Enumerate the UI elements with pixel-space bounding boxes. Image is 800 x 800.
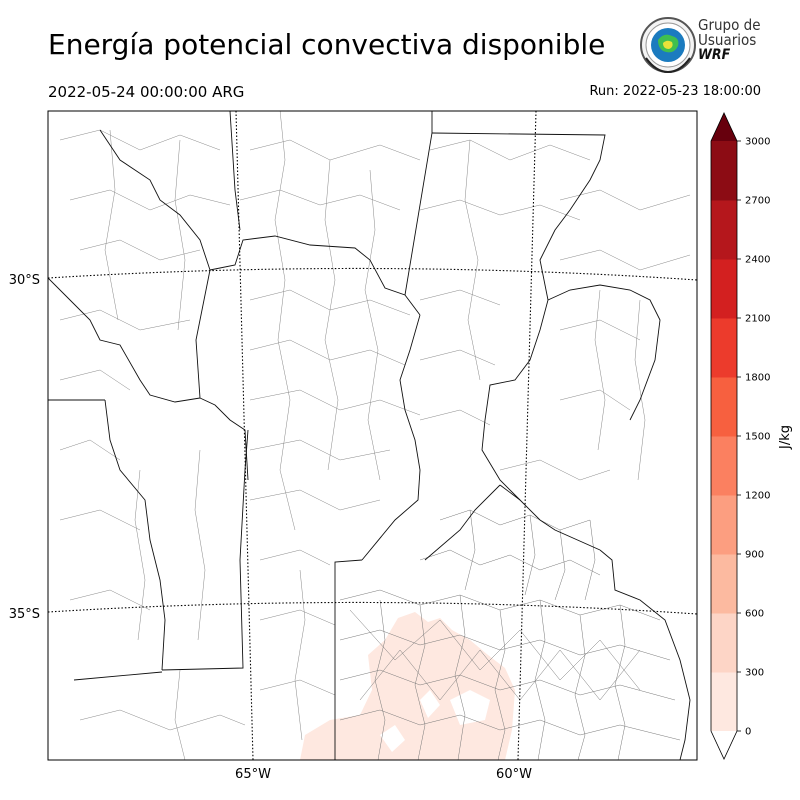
logo-line2: Usuarios	[698, 31, 757, 49]
colorbar: 0 300 600 900 1200 1500 1800 2100 2400 2700 3000	[710, 112, 770, 760]
colorbar-bin-2	[711, 554, 737, 614]
colorbar-bin-5	[711, 377, 737, 437]
colorbar-tick-label: 2700	[745, 196, 770, 207]
colorbar-tick-label: 2100	[745, 314, 770, 325]
colorbar-tick-label: 1200	[745, 491, 770, 502]
colorbar-bin-8	[711, 200, 737, 260]
map-frame	[47, 110, 698, 761]
lat-label-30s: 30°S	[9, 273, 40, 288]
valid-time: 2022-05-24 00:00:00 ARG	[48, 83, 245, 101]
lon-label-65w: 65°W	[235, 767, 271, 782]
colorbar-bin-0	[711, 672, 737, 732]
colorbar-tick-label: 3000	[745, 137, 770, 148]
colorbar-tick-label: 0	[745, 727, 751, 738]
wrf-group-logo: Grupo de Usuarios WRF	[636, 14, 762, 76]
lon-label-60w: 60°W	[496, 767, 532, 782]
colorbar-bin-4	[711, 436, 737, 496]
colorbar-extend-under	[711, 731, 737, 759]
buenos-aires-partidos	[339, 509, 681, 760]
globe-seal-icon	[640, 17, 696, 74]
colorbar-bin-7	[711, 259, 737, 319]
logo-line3: WRF	[698, 47, 731, 63]
colorbar-tick-label: 600	[745, 609, 764, 620]
colorbar-bin-9	[711, 141, 737, 201]
colorbar-tick-label: 1500	[745, 432, 770, 443]
run-time: Run: 2022-05-23 18:00:00	[589, 84, 761, 99]
colorbar-extend-over	[711, 113, 737, 141]
lat-label-35s: 35°S	[9, 607, 40, 622]
colorbar-bin-1	[711, 613, 737, 673]
colorbar-bin-6	[711, 318, 737, 378]
logo-line1: Grupo de	[698, 16, 761, 34]
colorbar-units-label: J/kg	[778, 425, 793, 450]
cape-field-gaps	[380, 690, 490, 752]
province-boundaries	[48, 111, 691, 760]
colorbar-tick-label: 1800	[745, 373, 770, 384]
colorbar-tick-label: 300	[745, 668, 764, 679]
graticule	[48, 111, 697, 760]
map-area	[48, 111, 697, 760]
colorbar-tick-label: 900	[745, 550, 764, 561]
colorbar-bin-3	[711, 495, 737, 555]
map-title: Energía potencial convectiva disponible	[48, 28, 606, 61]
department-boundaries	[59, 111, 691, 760]
colorbar-tick-label: 2400	[745, 255, 770, 266]
